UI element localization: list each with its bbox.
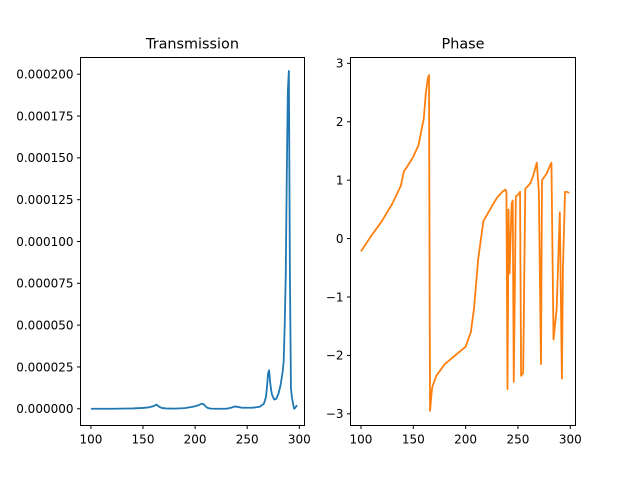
transmission-chart: Transmission 100 150 200 250 300 0.000000 0.00… <box>16 37 311 447</box>
transmission-ticks: 100 150 200 250 300 0.000000 0.000025 0.000050 0… <box>16 68 311 447</box>
transmission-series <box>90 69 298 410</box>
phase-series-line <box>360 74 570 412</box>
transmission-y-tick-label: 0.000075 <box>16 277 73 291</box>
transmission-x-tick-label: 250 <box>236 433 259 447</box>
phase-x-tick-label: 150 <box>402 433 425 447</box>
transmission-y-tick-label: 0.000050 <box>16 318 73 332</box>
phase-y-tick-label: 1 <box>336 173 344 187</box>
phase-x-tick-label: 300 <box>559 433 582 447</box>
phase-y-tick-label: −3 <box>326 407 344 421</box>
phase-y-tick-label: 2 <box>336 115 344 129</box>
transmission-y-tick-label: 0.000000 <box>16 402 73 416</box>
transmission-x-tick-label: 100 <box>79 433 102 447</box>
phase-axes-frame <box>350 57 576 426</box>
transmission-y-tick-label: 0.000100 <box>16 235 73 249</box>
transmission-axes-frame <box>80 57 305 426</box>
phase-ticks: 100 150 200 250 300 −3 −2 −1 0 1 2 3 <box>326 57 582 447</box>
phase-y-tick-label: −1 <box>326 290 344 304</box>
phase-title: Phase <box>442 37 485 53</box>
transmission-y-tick-label: 0.000025 <box>16 360 73 374</box>
transmission-x-tick-label: 300 <box>288 433 311 447</box>
transmission-y-tick-label: 0.000150 <box>16 151 73 165</box>
transmission-title: Transmission <box>145 37 239 53</box>
phase-y-tick-label: 0 <box>336 232 344 246</box>
phase-y-tick-label: −2 <box>326 349 344 363</box>
transmission-series-line <box>90 69 298 410</box>
phase-x-tick-label: 250 <box>506 433 529 447</box>
phase-chart: Phase 100 150 200 250 300 −3 −2 −1 0 1 2 3 <box>326 37 582 447</box>
transmission-x-tick-label: 200 <box>184 433 207 447</box>
phase-x-tick-label: 100 <box>350 433 373 447</box>
transmission-y-tick-label: 0.000175 <box>16 109 73 123</box>
transmission-y-tick-label: 0.000200 <box>16 68 73 82</box>
phase-y-tick-label: 3 <box>336 57 344 71</box>
transmission-y-tick-label: 0.000125 <box>16 193 73 207</box>
phase-series <box>360 74 570 412</box>
transmission-x-tick-label: 150 <box>132 433 155 447</box>
phase-x-tick-label: 200 <box>454 433 477 447</box>
